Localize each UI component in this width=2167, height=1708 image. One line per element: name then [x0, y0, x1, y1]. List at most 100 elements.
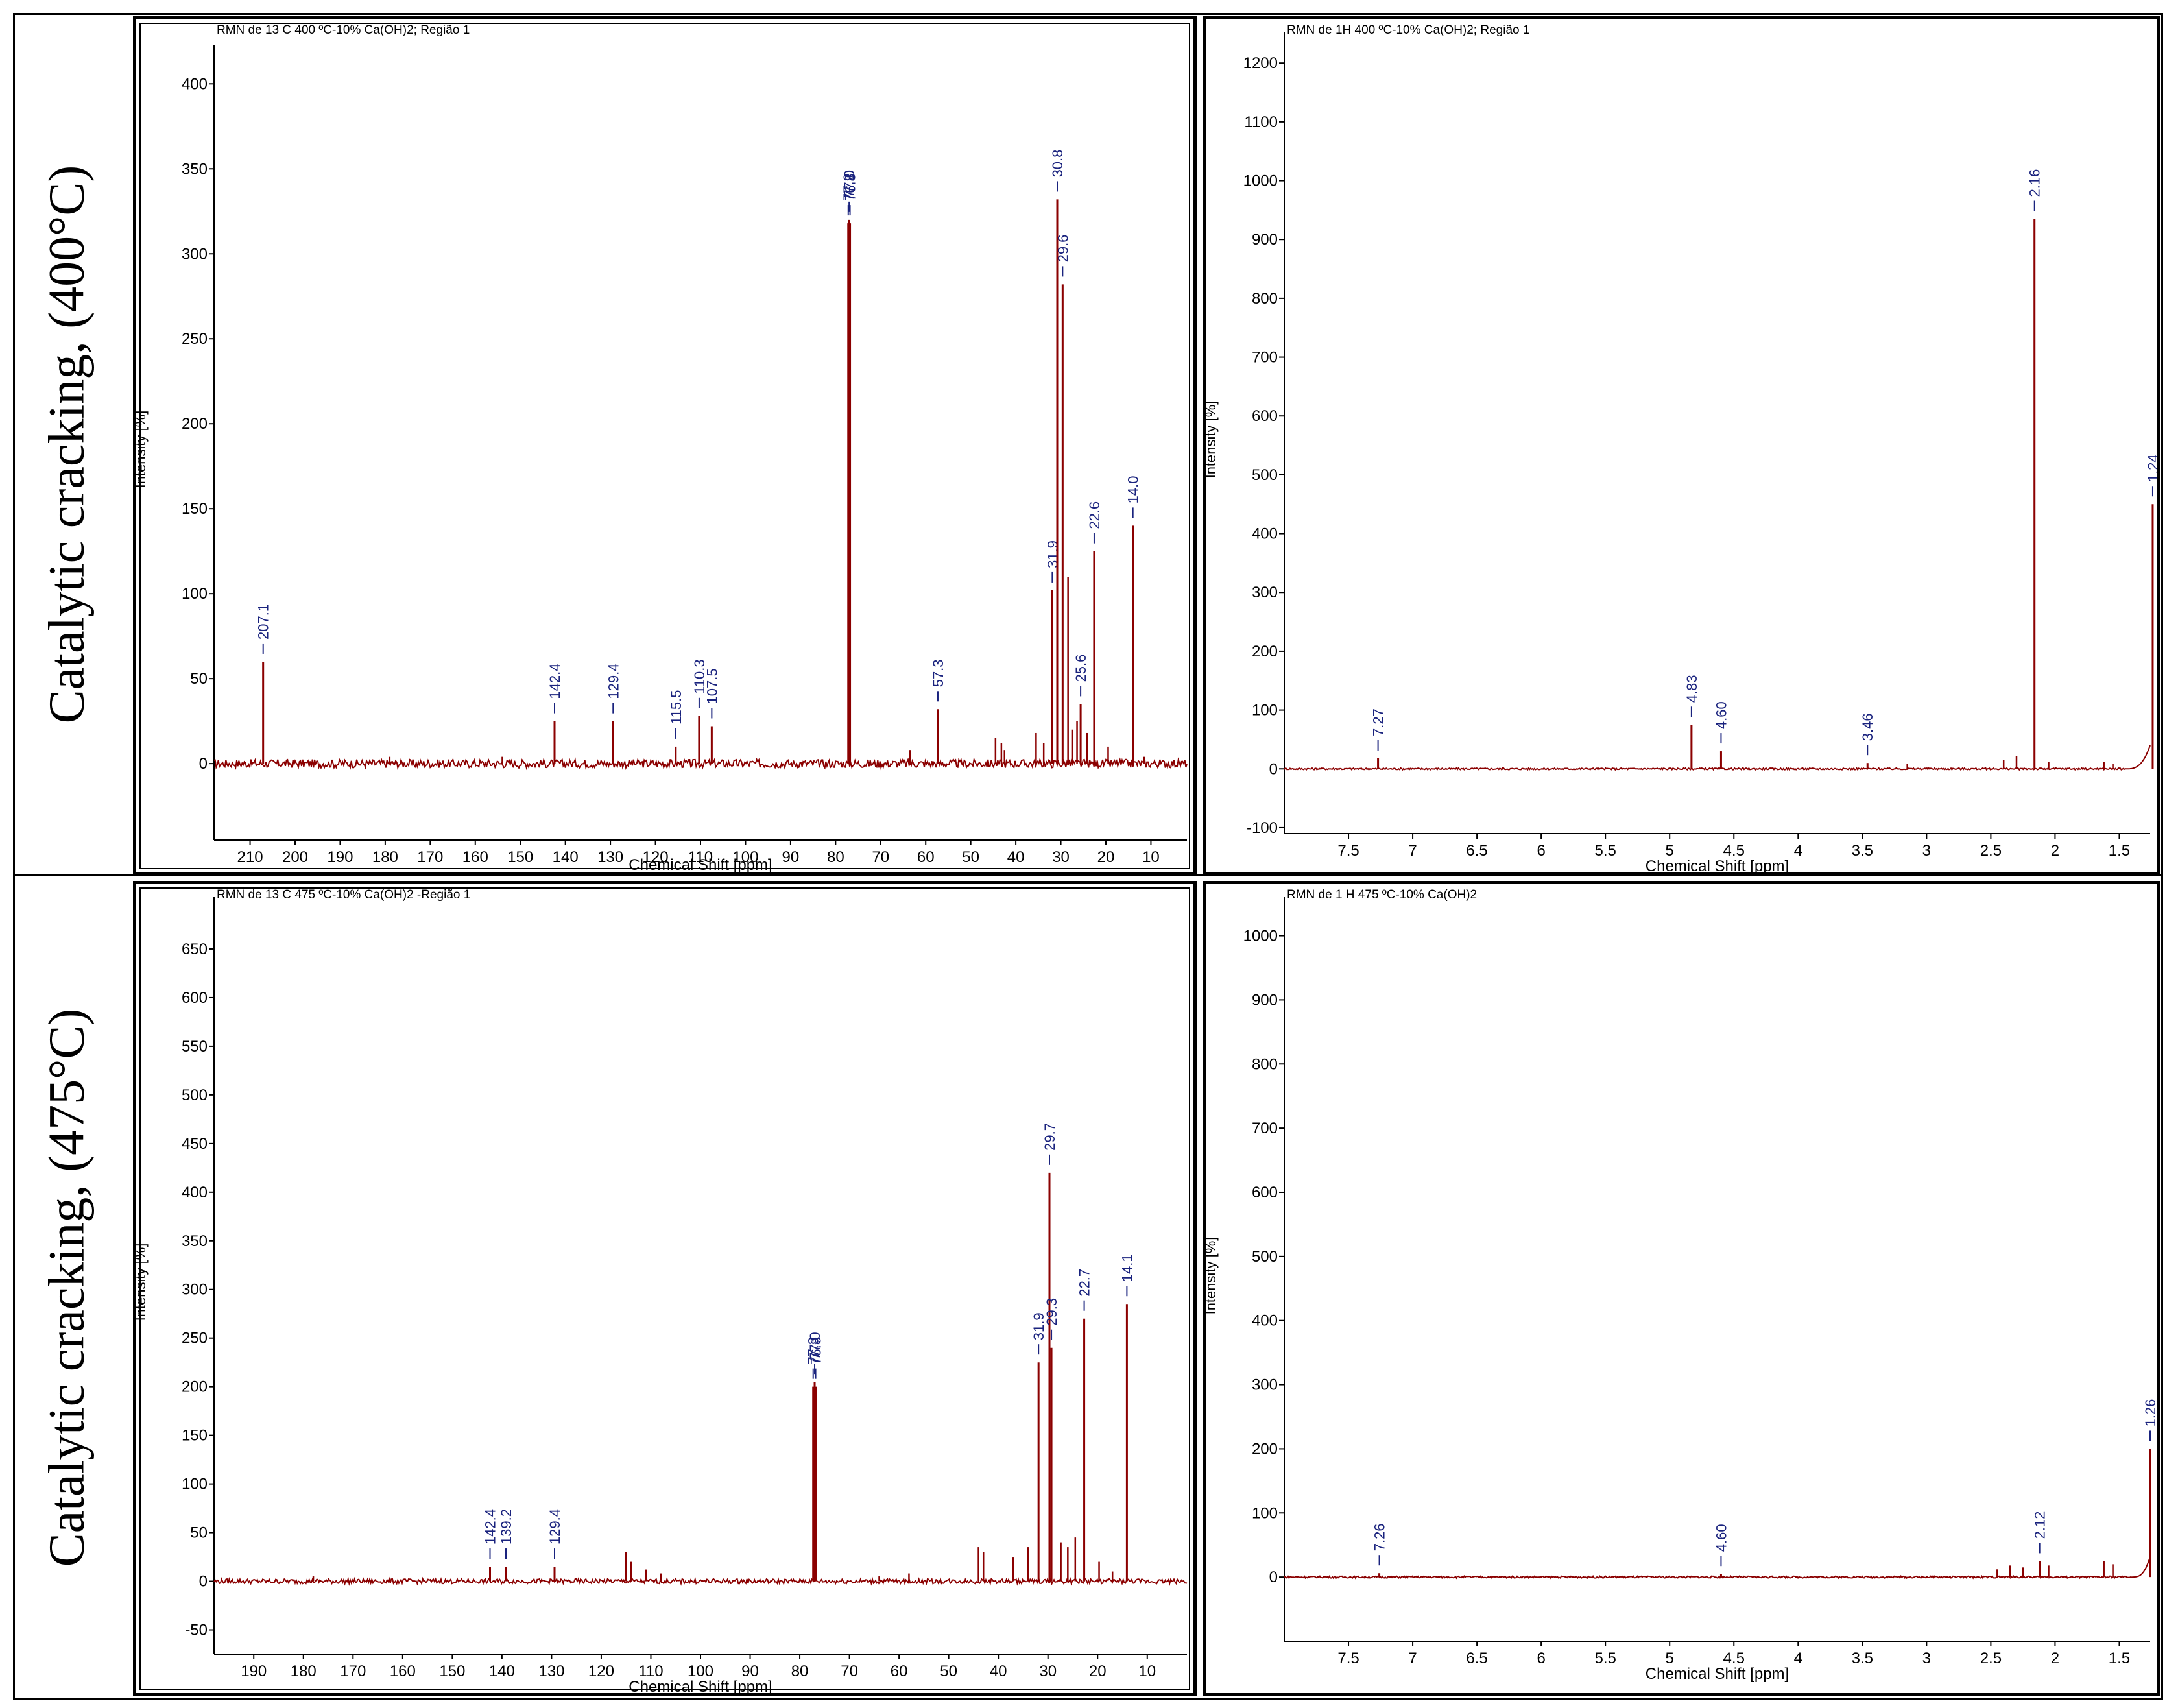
- peak-label: 76.8: [843, 173, 859, 201]
- x-tick-label: 2: [2051, 842, 2059, 860]
- y-tick-label: 250: [182, 330, 208, 348]
- x-axis-label: Chemical Shift [ppm]: [1646, 858, 1789, 872]
- x-tick-label: 5.5: [1594, 842, 1616, 860]
- spectrum-trace: [213, 757, 1188, 771]
- x-tick-label: 80: [827, 848, 844, 866]
- peak-label: 4.83: [1684, 675, 1700, 703]
- x-tick-label: 20: [1097, 848, 1115, 866]
- peak-label: 142.4: [547, 664, 563, 699]
- chart-svg-3: RMN de 1 H 475 ºC-10% Ca(OH)2 0 100 200 300 4…: [1206, 888, 2157, 1683]
- peak-label: 207.1: [256, 604, 272, 640]
- chart-1h-475: RMN de 1 H 475 ºC-10% Ca(OH)2 0 100 200 300 4…: [1203, 881, 2160, 1696]
- y-tick-label: 400: [182, 1184, 208, 1201]
- y-tick-label: 100: [182, 1476, 208, 1493]
- y-tick-label: 900: [1252, 231, 1278, 248]
- y-tick-label: 800: [1252, 290, 1278, 307]
- y-tick-label: 600: [1252, 407, 1278, 425]
- chart-svg-1: RMN de 1H 400 ºC-10% Ca(OH)2; Região 1 -1…: [1206, 23, 2157, 872]
- x-tick-label: 7: [1408, 842, 1417, 860]
- x-tick-label: 130: [538, 1663, 564, 1680]
- x-tick-label: 30: [1039, 1663, 1057, 1680]
- x-tick-label: 180: [372, 848, 398, 866]
- x-tick-label: 7.5: [1337, 842, 1359, 860]
- peak-label: 129.4: [547, 1509, 563, 1545]
- x-tick-label: 90: [782, 848, 800, 866]
- x-tick-label: 50: [940, 1663, 957, 1680]
- y-tick-label: 200: [182, 415, 208, 433]
- chart-title: RMN de 13 C 475 ºC-10% Ca(OH)2 -Região 1: [217, 888, 470, 902]
- y-tick-label: 1200: [1243, 54, 1278, 72]
- x-tick-label: 80: [791, 1663, 809, 1680]
- y-tick-label: 900: [1252, 991, 1278, 1009]
- y-axis-label: Intensity [%]: [1206, 401, 1219, 479]
- peak-label: 7.26: [1372, 1523, 1388, 1551]
- chart-1h-400: RMN de 1H 400 ºC-10% Ca(OH)2; Região 1 -1…: [1203, 16, 2160, 876]
- x-tick-label: 5: [1666, 1650, 1674, 1667]
- x-axis-label: Chemical Shift [ppm]: [629, 856, 772, 872]
- y-axis-label: Intensity [%]: [1206, 1237, 1219, 1315]
- peak-label: 7.27: [1371, 708, 1387, 736]
- spectrum-trace: [1284, 745, 2151, 771]
- x-tick-label: 60: [891, 1663, 908, 1680]
- peak-label: 29.6: [1055, 235, 1071, 263]
- peak-label: 29.7: [1042, 1123, 1058, 1151]
- x-tick-label: 4: [1794, 1650, 1802, 1667]
- x-tick-label: 6.5: [1466, 842, 1487, 860]
- y-tick-label: 50: [190, 1524, 208, 1542]
- peak-label: 77.0: [807, 1332, 823, 1360]
- x-tick-label: 40: [990, 1663, 1007, 1680]
- y-tick-label: 500: [1252, 466, 1278, 484]
- y-tick-label: 50: [190, 670, 208, 688]
- y-tick-label: 300: [182, 245, 208, 263]
- y-tick-label: 1000: [1243, 173, 1278, 190]
- x-tick-label: 70: [872, 848, 889, 866]
- x-tick-label: 150: [507, 848, 533, 866]
- peak-label: 139.2: [498, 1509, 514, 1545]
- peak-label: 77.2: [841, 173, 857, 201]
- x-tick-label: 130: [597, 848, 623, 866]
- chart-title: RMN de 13 C 400 ºC-10% Ca(OH)2; Região 1: [217, 23, 470, 37]
- chart-svg-0: RMN de 13 C 400 ºC-10% Ca(OH)2; Região 1…: [136, 23, 1188, 872]
- y-tick-label: 150: [182, 500, 208, 518]
- x-tick-label: 2.5: [1980, 842, 2002, 860]
- spectrum-trace: [1284, 1556, 2151, 1580]
- x-tick-label: 6: [1537, 1650, 1545, 1667]
- y-tick-label: 600: [1252, 1184, 1278, 1201]
- y-tick-label: 1100: [1244, 114, 1278, 131]
- x-tick-label: 2: [2051, 1650, 2059, 1667]
- x-tick-label: 4.5: [1723, 842, 1745, 860]
- x-tick-label: 210: [237, 848, 263, 866]
- x-tick-label: 120: [588, 1663, 614, 1680]
- peak-label: 77.3: [806, 1337, 822, 1365]
- y-tick-label: 400: [1252, 1312, 1278, 1330]
- x-tick-label: 10: [1142, 848, 1160, 866]
- x-tick-label: 70: [841, 1663, 858, 1680]
- x-tick-label: 100: [732, 848, 758, 866]
- row-label-400-text: Catalytic cracking, (400°C): [38, 165, 95, 724]
- x-tick-label: 10: [1138, 1663, 1156, 1680]
- y-tick-label: 500: [1252, 1248, 1278, 1266]
- x-tick-label: 100: [688, 1663, 713, 1680]
- x-tick-label: 6: [1537, 842, 1545, 860]
- x-tick-label: 40: [1007, 848, 1025, 866]
- peak-label: 57.3: [930, 659, 946, 687]
- peak-label: 129.4: [605, 664, 621, 699]
- y-tick-label: 1000: [1243, 928, 1278, 945]
- y-tick-label: 700: [1252, 1120, 1278, 1137]
- peak-label: 4.60: [1713, 701, 1729, 729]
- y-tick-label: 200: [1252, 1440, 1278, 1458]
- chart-13c-475: RMN de 13 C 475 ºC-10% Ca(OH)2 -Região 1…: [133, 881, 1197, 1696]
- y-tick-label: 400: [182, 75, 208, 93]
- x-tick-label: 60: [917, 848, 935, 866]
- y-axis-label: Intensity [%]: [136, 1244, 149, 1321]
- peak-label: 107.5: [704, 668, 720, 704]
- x-tick-label: 50: [962, 848, 979, 866]
- peak-label: 30.8: [1049, 150, 1066, 178]
- y-tick-label: 400: [1252, 525, 1278, 543]
- peak-label: 4.60: [1713, 1524, 1729, 1552]
- x-tick-label: 150: [439, 1663, 465, 1680]
- y-tick-label: 0: [1269, 760, 1278, 778]
- x-tick-label: 110: [688, 848, 713, 866]
- y-tick-label: 350: [182, 1233, 208, 1250]
- chart-title: RMN de 1H 400 ºC-10% Ca(OH)2; Região 1: [1287, 23, 1529, 37]
